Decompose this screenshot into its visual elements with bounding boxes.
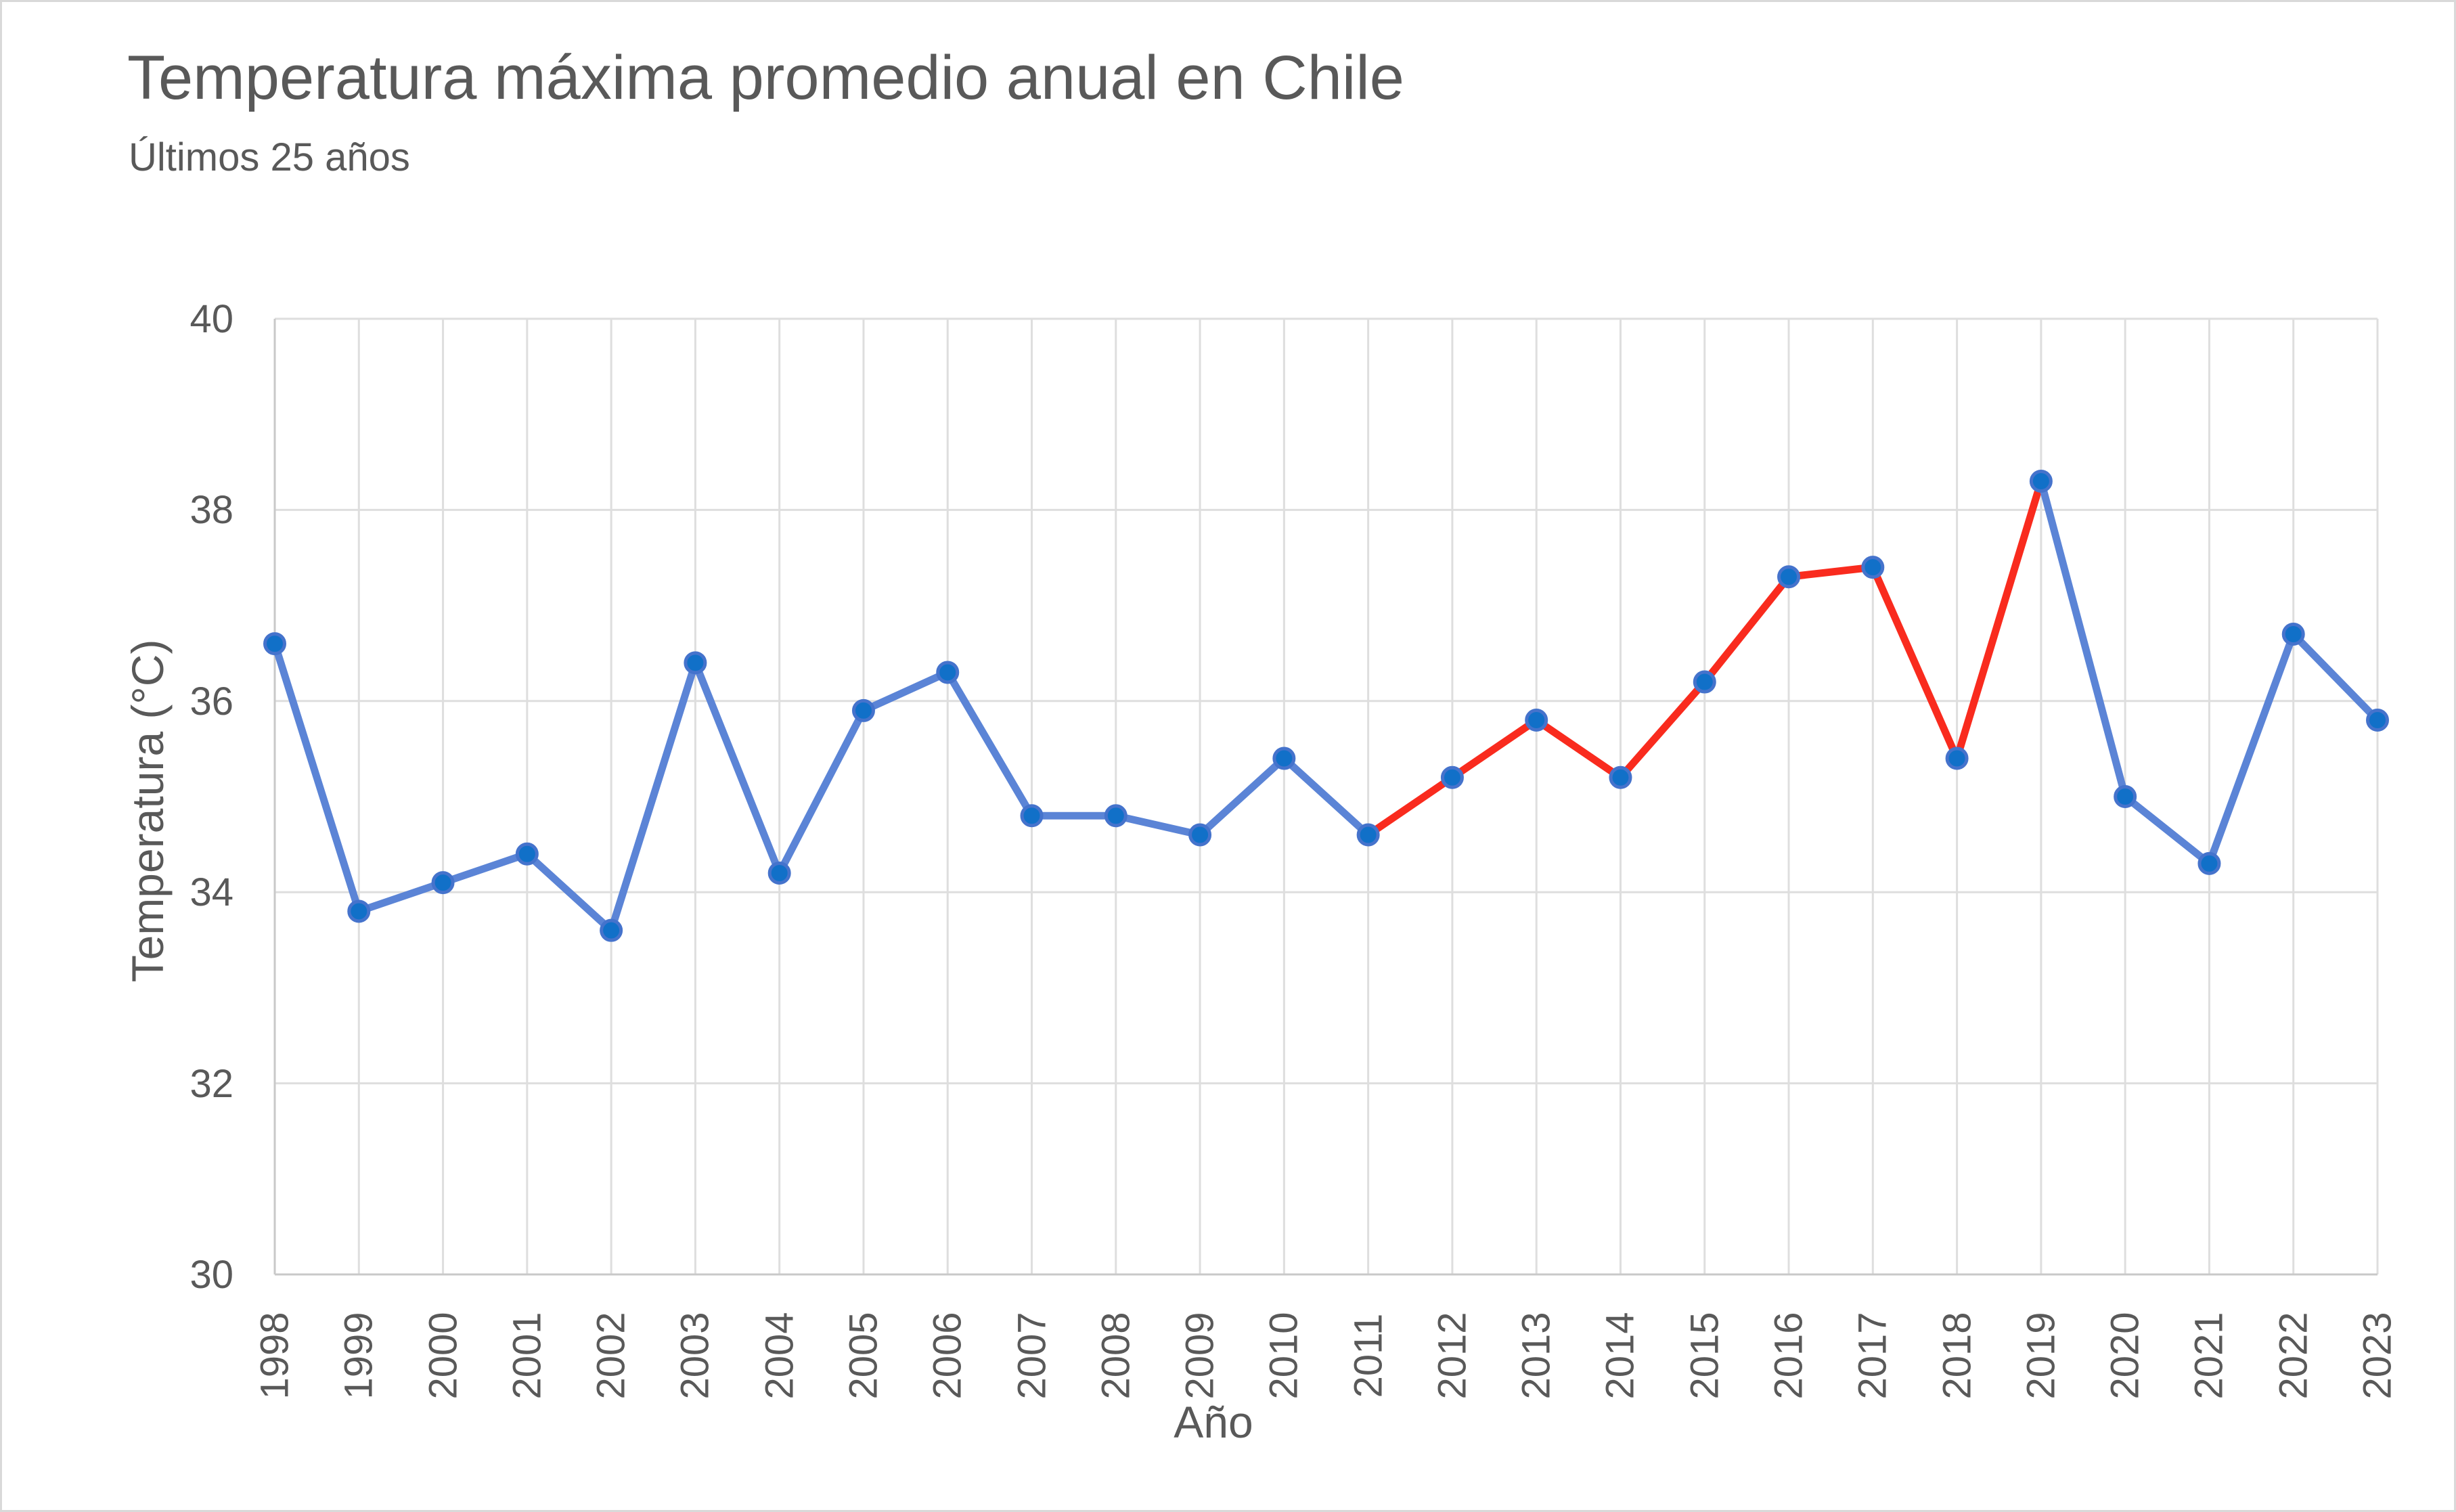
- x-tick-label-2002: 2002: [589, 1312, 633, 1400]
- x-tick-label-2000: 2000: [421, 1312, 466, 1400]
- x-tick-label-2012: 2012: [1430, 1312, 1475, 1400]
- y-tick-label-30: 30: [189, 1253, 233, 1297]
- data-point-2002: [600, 918, 623, 942]
- data-point-2012: [1440, 765, 1464, 789]
- x-tick-label-2001: 2001: [505, 1312, 550, 1400]
- y-tick-label-38: 38: [189, 488, 233, 533]
- data-point-2018: [1945, 747, 1969, 770]
- data-point-2011: [1356, 823, 1380, 847]
- data-point-2001: [515, 842, 539, 866]
- y-tick-label-40: 40: [189, 297, 233, 341]
- data-point-2022: [2281, 622, 2305, 646]
- x-tick-label-1998: 1998: [252, 1312, 297, 1400]
- data-point-1999: [347, 899, 371, 923]
- x-tick-label-2007: 2007: [1010, 1312, 1054, 1400]
- x-tick-label-2006: 2006: [925, 1312, 970, 1400]
- x-tick-label-1999: 1999: [336, 1312, 381, 1400]
- y-tick-label-34: 34: [189, 870, 233, 915]
- x-tick-label-2011: 2011: [1346, 1313, 1391, 1398]
- data-point-2023: [2366, 709, 2389, 732]
- x-tick-label-2016: 2016: [1766, 1312, 1811, 1400]
- data-point-2010: [1272, 747, 1296, 770]
- series-line-blue-left: [271, 640, 1372, 935]
- x-tick-label-2023: 2023: [2355, 1312, 2400, 1400]
- data-point-2016: [1777, 565, 1801, 589]
- data-point-2015: [1693, 670, 1716, 694]
- data-point-1998: [263, 632, 286, 656]
- data-point-2013: [1525, 709, 1548, 732]
- x-tick-label-2010: 2010: [1262, 1312, 1306, 1400]
- x-tick-label-2021: 2021: [2187, 1312, 2231, 1400]
- chart-title: Temperatura máxima promedio anual en Chi…: [127, 43, 1404, 112]
- data-point-2004: [767, 861, 791, 885]
- x-tick-label-2005: 2005: [841, 1312, 886, 1400]
- x-tick-label-2014: 2014: [1598, 1312, 1643, 1400]
- y-tick-label-36: 36: [189, 679, 233, 724]
- data-point-2003: [684, 651, 707, 675]
- x-tick-label-2003: 2003: [673, 1312, 717, 1400]
- y-tick-label-32: 32: [189, 1061, 233, 1106]
- data-point-2008: [1104, 804, 1127, 828]
- data-point-2009: [1188, 823, 1212, 847]
- x-tick-label-2008: 2008: [1094, 1312, 1138, 1400]
- x-tick-label-2013: 2013: [1514, 1312, 1559, 1400]
- data-point-2020: [2114, 785, 2137, 808]
- data-point-2000: [431, 871, 455, 895]
- chart-subtitle: Últimos 25 años: [129, 135, 410, 179]
- x-tick-label-2017: 2017: [1850, 1312, 1895, 1400]
- x-tick-label-2020: 2020: [2103, 1312, 2147, 1400]
- data-point-2017: [1861, 556, 1885, 579]
- x-tick-label-2022: 2022: [2271, 1312, 2316, 1400]
- data-point-2007: [1020, 804, 1044, 828]
- x-tick-label-2004: 2004: [757, 1312, 802, 1400]
- data-point-2019: [2029, 470, 2053, 493]
- y-axis-title: Temperatura (°C): [122, 639, 173, 983]
- data-point-2005: [851, 698, 875, 722]
- x-tick-label-2009: 2009: [1178, 1312, 1222, 1400]
- x-tick-label-2018: 2018: [1935, 1312, 1980, 1400]
- x-tick-label-2015: 2015: [1682, 1312, 1727, 1400]
- x-tick-label-2019: 2019: [2019, 1312, 2063, 1400]
- data-point-2021: [2197, 851, 2221, 875]
- data-point-2014: [1609, 765, 1632, 789]
- x-axis-title: Año: [1174, 1397, 1253, 1447]
- data-point-2006: [936, 661, 960, 684]
